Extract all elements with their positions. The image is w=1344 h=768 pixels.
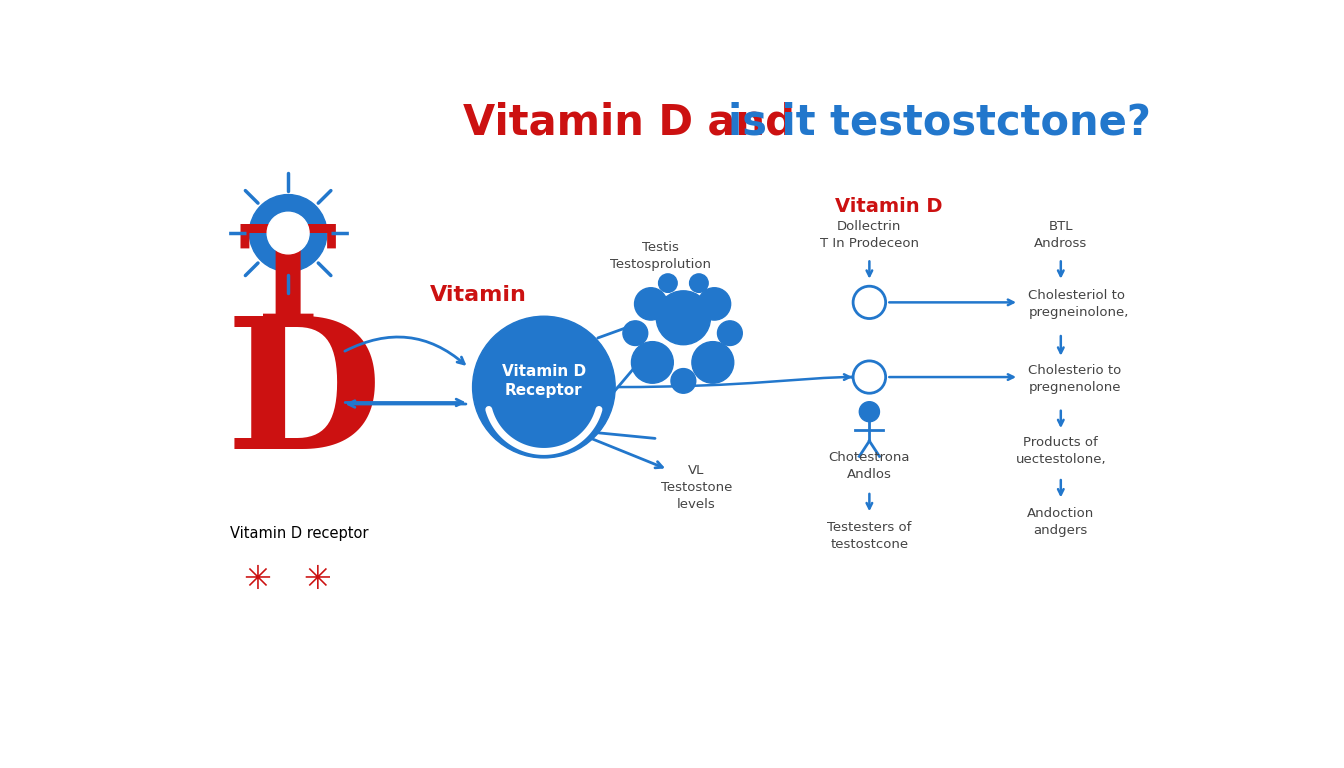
Text: Vitamin D and: Vitamin D and (462, 102, 809, 144)
Circle shape (659, 274, 677, 293)
Circle shape (718, 321, 742, 346)
Text: Vitamin D receptor: Vitamin D receptor (231, 526, 370, 541)
Text: Chotestrona
Andlos: Chotestrona Andlos (829, 452, 910, 482)
Text: is it testostctone?: is it testostctone? (727, 102, 1150, 144)
Circle shape (622, 321, 648, 346)
Text: Vitamin D
Receptor: Vitamin D Receptor (501, 364, 586, 398)
Text: Andoction
andgers: Andoction andgers (1027, 507, 1094, 537)
Circle shape (692, 342, 734, 383)
Text: Dollectrin
T In Prodeceon: Dollectrin T In Prodeceon (820, 220, 919, 250)
Text: Cholesterio to
pregnenolone: Cholesterio to pregnenolone (1028, 363, 1121, 393)
Text: Products of
uectestolone,: Products of uectestolone, (1016, 436, 1106, 466)
Circle shape (859, 402, 879, 422)
Text: ✳   ✳: ✳ ✳ (245, 563, 332, 596)
Text: T: T (239, 220, 337, 349)
Text: VL
Testostone
levels: VL Testostone levels (661, 464, 732, 511)
Text: Vitamin: Vitamin (430, 285, 527, 305)
Circle shape (671, 369, 696, 393)
Text: BTL
Andross: BTL Andross (1034, 220, 1087, 250)
Text: Testesters of
testostcone: Testesters of testostcone (827, 521, 911, 551)
Circle shape (473, 316, 616, 458)
Text: Vitamin D: Vitamin D (835, 197, 942, 216)
Circle shape (634, 288, 667, 320)
Text: Testis
Testosprolution: Testis Testosprolution (610, 241, 711, 271)
Circle shape (632, 342, 673, 383)
Circle shape (698, 288, 731, 320)
Circle shape (267, 212, 309, 254)
Circle shape (250, 194, 327, 272)
Circle shape (656, 291, 711, 345)
Circle shape (689, 274, 708, 293)
Text: Cholesteriol to
pregneinolone,: Cholesteriol to pregneinolone, (1028, 289, 1129, 319)
Text: D: D (226, 310, 382, 487)
